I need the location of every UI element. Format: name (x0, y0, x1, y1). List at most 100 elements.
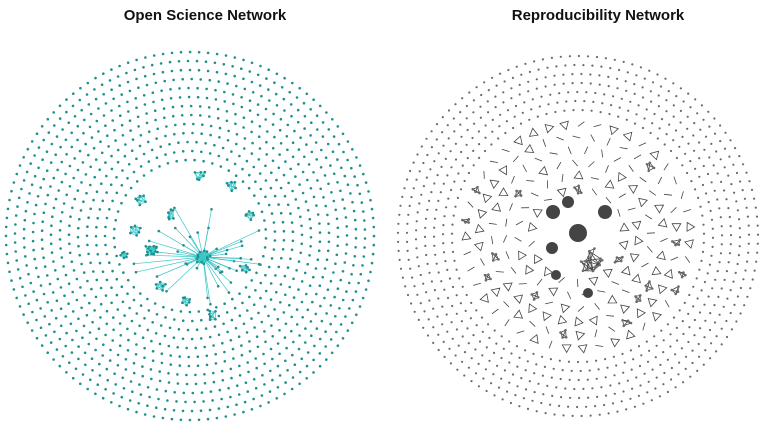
node (190, 337, 194, 341)
node (264, 107, 268, 111)
node (741, 189, 744, 192)
node (68, 242, 71, 246)
node (727, 174, 730, 177)
node (665, 110, 668, 113)
node (319, 187, 323, 191)
node (648, 280, 651, 283)
node (350, 321, 354, 325)
node (50, 251, 54, 254)
node (465, 117, 468, 120)
node (115, 254, 118, 258)
node (399, 267, 403, 270)
node (225, 119, 229, 123)
node (250, 61, 254, 65)
node (528, 118, 531, 121)
edge (511, 175, 515, 184)
node (422, 185, 425, 188)
node (679, 87, 683, 90)
node (271, 146, 275, 150)
node (220, 369, 224, 373)
node (520, 377, 523, 380)
node (257, 202, 261, 205)
node (263, 219, 266, 222)
node (696, 112, 699, 115)
node (5, 216, 9, 220)
node (751, 278, 754, 281)
node (338, 307, 341, 310)
node (249, 218, 253, 221)
node (530, 108, 533, 111)
node (12, 181, 16, 184)
node (255, 366, 258, 370)
node (52, 358, 55, 361)
node (546, 384, 549, 387)
edge (518, 250, 527, 261)
node (666, 390, 670, 394)
node (430, 191, 433, 194)
node (113, 227, 116, 231)
node (97, 130, 100, 133)
node (143, 356, 146, 360)
node (112, 97, 115, 101)
node (603, 93, 606, 96)
node (449, 362, 452, 365)
node (500, 377, 503, 380)
node (88, 331, 92, 334)
node (309, 245, 312, 248)
node (756, 224, 759, 227)
node (115, 277, 119, 281)
node (582, 387, 585, 390)
node (152, 244, 156, 248)
node (295, 308, 299, 311)
edge (558, 277, 565, 283)
node (745, 171, 748, 174)
node (473, 122, 476, 125)
node (98, 374, 102, 377)
node (82, 324, 86, 328)
node (633, 405, 637, 408)
node (747, 242, 750, 245)
node (146, 250, 149, 254)
node (93, 88, 96, 91)
node (405, 231, 409, 234)
node (123, 154, 127, 158)
node (349, 192, 352, 195)
node (158, 280, 162, 284)
node (147, 160, 151, 163)
node (469, 317, 472, 320)
node (288, 303, 291, 307)
node (510, 97, 513, 100)
node (468, 91, 471, 94)
node (629, 321, 633, 325)
node (98, 362, 101, 366)
edge (556, 136, 564, 141)
node (240, 269, 244, 272)
node (206, 256, 209, 259)
node (192, 122, 195, 126)
node (587, 396, 590, 399)
node (160, 98, 164, 102)
node (305, 292, 308, 296)
node (324, 204, 328, 208)
node (446, 296, 450, 300)
node (403, 187, 406, 190)
node (263, 362, 266, 366)
node (535, 410, 538, 413)
node (466, 327, 469, 330)
edge (610, 338, 621, 348)
node (303, 155, 306, 159)
node (8, 198, 11, 202)
node (524, 62, 527, 65)
node (713, 189, 716, 192)
node (609, 384, 612, 387)
node (207, 106, 211, 109)
node (233, 56, 237, 59)
node (653, 112, 656, 116)
node (293, 129, 296, 133)
node (702, 241, 705, 244)
node (91, 320, 94, 324)
node (17, 196, 21, 200)
edge (622, 131, 633, 142)
node (225, 158, 229, 161)
node (141, 336, 145, 340)
